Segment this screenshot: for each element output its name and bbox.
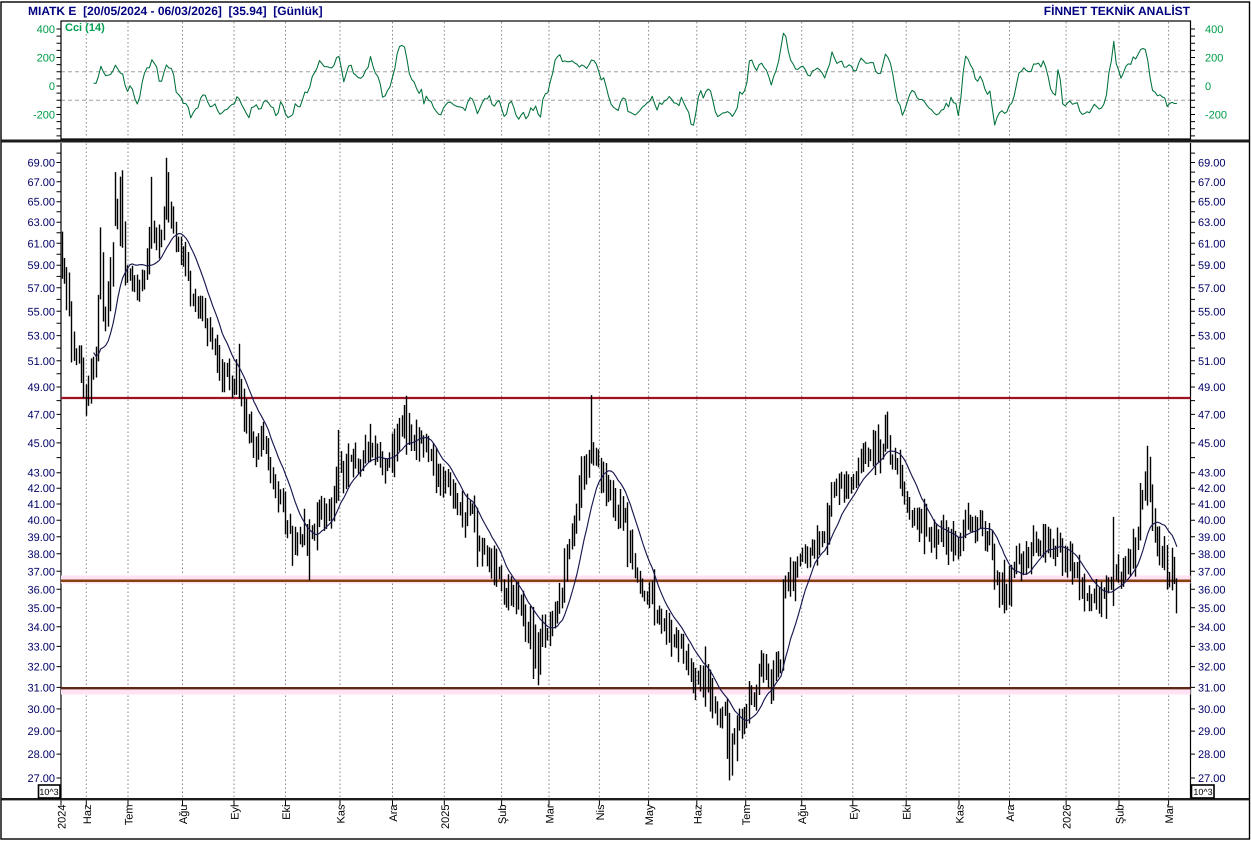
svg-text:10^3: 10^3 (1193, 787, 1212, 797)
svg-text:Haz: Haz (692, 805, 704, 825)
svg-text:29.00: 29.00 (1198, 726, 1226, 738)
svg-text:43.00: 43.00 (1198, 468, 1226, 480)
svg-text:55.00: 55.00 (1198, 306, 1226, 318)
svg-text:36.00: 36.00 (27, 584, 55, 596)
svg-text:57.00: 57.00 (27, 283, 55, 295)
svg-text:400: 400 (37, 24, 55, 36)
svg-text:Tem: Tem (124, 805, 136, 826)
svg-text:67.00: 67.00 (1198, 177, 1226, 189)
svg-text:32.00: 32.00 (27, 662, 55, 674)
svg-text:37.00: 37.00 (1198, 566, 1226, 578)
svg-text:-200: -200 (33, 110, 55, 122)
svg-text:42.00: 42.00 (1198, 483, 1226, 495)
svg-text:49.00: 49.00 (27, 382, 55, 394)
svg-text:Haz: Haz (82, 805, 94, 825)
svg-text:31.00: 31.00 (1198, 682, 1226, 694)
svg-text:42.00: 42.00 (27, 483, 55, 495)
svg-text:Kas: Kas (336, 804, 348, 823)
svg-text:27.00: 27.00 (27, 773, 55, 785)
svg-text:10^3: 10^3 (39, 787, 58, 797)
svg-text:33.00: 33.00 (27, 641, 55, 653)
svg-text:2026: 2026 (1062, 805, 1074, 829)
svg-text:41.00: 41.00 (27, 499, 55, 511)
svg-text:2024: 2024 (57, 805, 69, 829)
svg-text:Cci (14): Cci (14) (65, 22, 105, 34)
svg-text:47.00: 47.00 (1198, 409, 1226, 421)
svg-text:59.00: 59.00 (27, 260, 55, 272)
svg-text:0: 0 (49, 81, 55, 93)
svg-text:63.00: 63.00 (27, 217, 55, 229)
svg-text:-200: -200 (1205, 110, 1227, 122)
svg-text:43.00: 43.00 (27, 468, 55, 480)
svg-text:MIATK E [20/05/2024 - 06/03/2: MIATK E [20/05/2024 - 06/03/2026] [35.94… (28, 4, 323, 18)
svg-text:45.00: 45.00 (27, 438, 55, 450)
svg-text:32.00: 32.00 (1198, 662, 1226, 674)
svg-text:Kas: Kas (955, 804, 967, 823)
svg-text:69.00: 69.00 (27, 158, 55, 170)
svg-text:May: May (644, 804, 656, 825)
svg-text:Ara: Ara (388, 804, 400, 822)
svg-text:41.00: 41.00 (1198, 499, 1226, 511)
svg-text:40.00: 40.00 (27, 515, 55, 527)
svg-text:FİNNET TEKNİK ANALİST: FİNNET TEKNİK ANALİST (1044, 4, 1191, 18)
svg-text:49.00: 49.00 (1198, 382, 1226, 394)
svg-text:40.00: 40.00 (1198, 515, 1226, 527)
svg-text:51.00: 51.00 (27, 356, 55, 368)
svg-text:Tem: Tem (741, 805, 753, 826)
svg-text:67.00: 67.00 (27, 177, 55, 189)
svg-text:45.00: 45.00 (1198, 438, 1226, 450)
svg-text:Ağu: Ağu (178, 805, 190, 825)
svg-text:200: 200 (1205, 53, 1223, 65)
svg-text:31.00: 31.00 (27, 682, 55, 694)
svg-text:Eki: Eki (902, 805, 914, 820)
svg-text:61.00: 61.00 (27, 238, 55, 250)
svg-text:39.00: 39.00 (1198, 532, 1226, 544)
svg-text:Şub: Şub (1115, 805, 1127, 825)
svg-text:39.00: 39.00 (27, 532, 55, 544)
svg-text:Ara: Ara (1005, 804, 1017, 822)
svg-text:35.00: 35.00 (27, 603, 55, 615)
svg-text:Eyl: Eyl (230, 805, 242, 820)
svg-text:28.00: 28.00 (1198, 749, 1226, 761)
svg-text:Ağu: Ağu (797, 805, 809, 825)
svg-text:65.00: 65.00 (27, 197, 55, 209)
svg-text:200: 200 (37, 53, 55, 65)
svg-text:29.00: 29.00 (27, 726, 55, 738)
svg-text:Eyl: Eyl (848, 805, 860, 820)
svg-text:47.00: 47.00 (27, 409, 55, 421)
svg-text:27.00: 27.00 (1198, 773, 1226, 785)
svg-text:35.00: 35.00 (1198, 603, 1226, 615)
svg-text:Eki: Eki (281, 805, 293, 820)
svg-text:0: 0 (1205, 81, 1211, 93)
svg-text:53.00: 53.00 (27, 331, 55, 343)
svg-text:30.00: 30.00 (27, 704, 55, 716)
svg-text:59.00: 59.00 (1198, 260, 1226, 272)
svg-text:57.00: 57.00 (1198, 283, 1226, 295)
svg-text:61.00: 61.00 (1198, 238, 1226, 250)
svg-text:55.00: 55.00 (27, 306, 55, 318)
svg-text:Mar: Mar (1164, 804, 1176, 823)
svg-text:34.00: 34.00 (27, 622, 55, 634)
svg-text:Şub: Şub (497, 805, 509, 825)
svg-text:34.00: 34.00 (1198, 622, 1226, 634)
svg-text:33.00: 33.00 (1198, 641, 1226, 653)
svg-text:2025: 2025 (440, 805, 452, 829)
svg-text:65.00: 65.00 (1198, 197, 1226, 209)
svg-text:Nis: Nis (595, 804, 607, 820)
svg-text:53.00: 53.00 (1198, 331, 1226, 343)
svg-text:400: 400 (1205, 24, 1223, 36)
svg-text:30.00: 30.00 (1198, 704, 1226, 716)
svg-text:37.00: 37.00 (27, 566, 55, 578)
svg-text:Mar: Mar (545, 804, 557, 823)
svg-text:69.00: 69.00 (1198, 158, 1226, 170)
svg-text:36.00: 36.00 (1198, 584, 1226, 596)
svg-text:63.00: 63.00 (1198, 217, 1226, 229)
svg-text:38.00: 38.00 (27, 549, 55, 561)
svg-text:28.00: 28.00 (27, 749, 55, 761)
svg-text:51.00: 51.00 (1198, 356, 1226, 368)
svg-text:38.00: 38.00 (1198, 549, 1226, 561)
